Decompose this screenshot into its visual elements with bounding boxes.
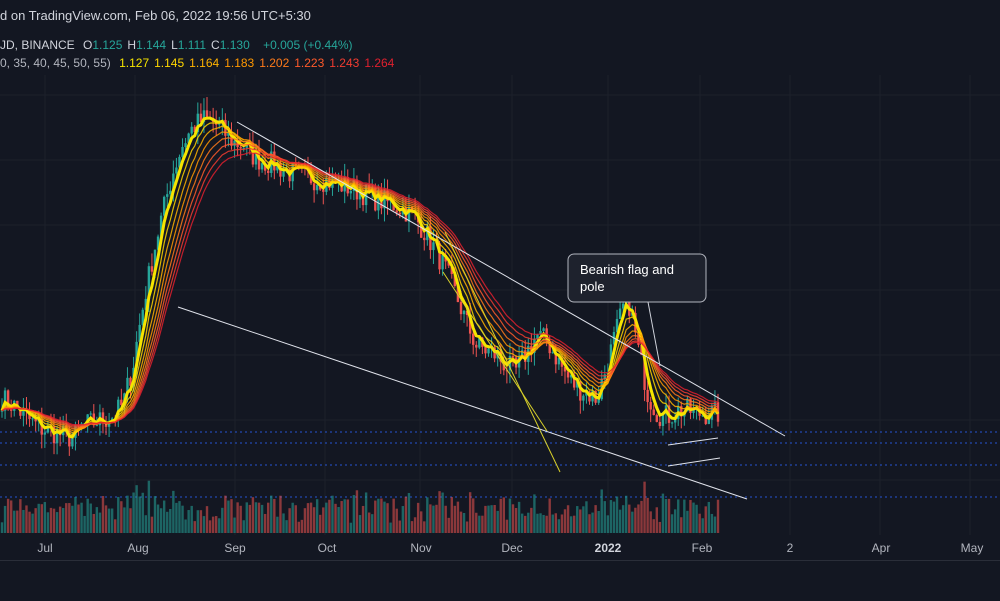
annotation-pointer <box>647 301 661 367</box>
trend-lines <box>177 121 786 500</box>
ribbon-legend: 0, 35, 40, 45, 50, 55) 1.127 1.145 1.164 1.… <box>0 56 404 70</box>
ohlc-item: H1.144 <box>127 38 167 52</box>
ribbon-value-7: 1.243 <box>329 56 360 70</box>
annotation-text-line1: Bearish flag and <box>580 262 674 277</box>
published-line: d on TradingView.com, Feb 06, 2022 19:56… <box>0 8 316 23</box>
horizontal-reference-lines <box>0 431 1000 498</box>
ribbon-values: 1.127 1.145 1.164 1.183 1.202 1.223 1.243 1.264 <box>119 56 399 70</box>
change-text: +0.005 (+0.44%) <box>263 38 353 52</box>
x-tick-label: Nov <box>410 541 431 555</box>
ribbon-value-1: 1.127 <box>119 56 150 70</box>
volume-bars <box>0 480 720 533</box>
ribbon-value-3: 1.164 <box>189 56 220 70</box>
symbol-text: JD, BINANCE <box>0 38 75 52</box>
ribbon-value-2: 1.145 <box>154 56 185 70</box>
x-axis-labels: Jul Aug Sep Oct Nov Dec 2022 Feb 2 Apr May <box>37 541 983 555</box>
x-tick-label: Apr <box>872 541 891 555</box>
annotation-callout[interactable]: Bearish flag and pole <box>567 253 707 367</box>
x-tick-label: Jul <box>37 541 52 555</box>
x-tick-label: 2022 <box>595 541 622 555</box>
x-tick-label: May <box>961 541 984 555</box>
published-text: d on TradingView.com, Feb 06, 2022 19:56… <box>0 8 311 23</box>
symbol-legend: JD, BINANCE O1.125 H1.144 L1.111 C1.130 +0.… <box>0 38 358 52</box>
ohlc-values: O1.125 H1.144 L1.111 C1.130 <box>83 38 255 52</box>
ribbon-value-8: 1.264 <box>364 56 395 70</box>
x-tick-label: Aug <box>127 541 148 555</box>
time-axis-strip <box>0 560 1000 601</box>
ohlc-item: L1.111 <box>171 38 207 52</box>
ribbon-value-4: 1.183 <box>224 56 255 70</box>
annotation-box <box>567 253 707 303</box>
x-tick-label: Feb <box>692 541 713 555</box>
ohlc-item: C1.130 <box>211 38 250 52</box>
x-tick-label: Oct <box>318 541 337 555</box>
ribbon-value-6: 1.223 <box>294 56 325 70</box>
x-tick-label: Dec <box>501 541 522 555</box>
x-tick-label: 2 <box>787 541 794 555</box>
ohlc-item: O1.125 <box>83 38 123 52</box>
chart-grid <box>0 75 1000 535</box>
ribbon-params: 0, 35, 40, 45, 50, 55) <box>0 56 111 70</box>
ema-ribbon <box>0 116 720 439</box>
annotation-text-line2: pole <box>580 279 605 294</box>
ribbon-value-5: 1.202 <box>259 56 290 70</box>
x-tick-label: Sep <box>224 541 246 555</box>
